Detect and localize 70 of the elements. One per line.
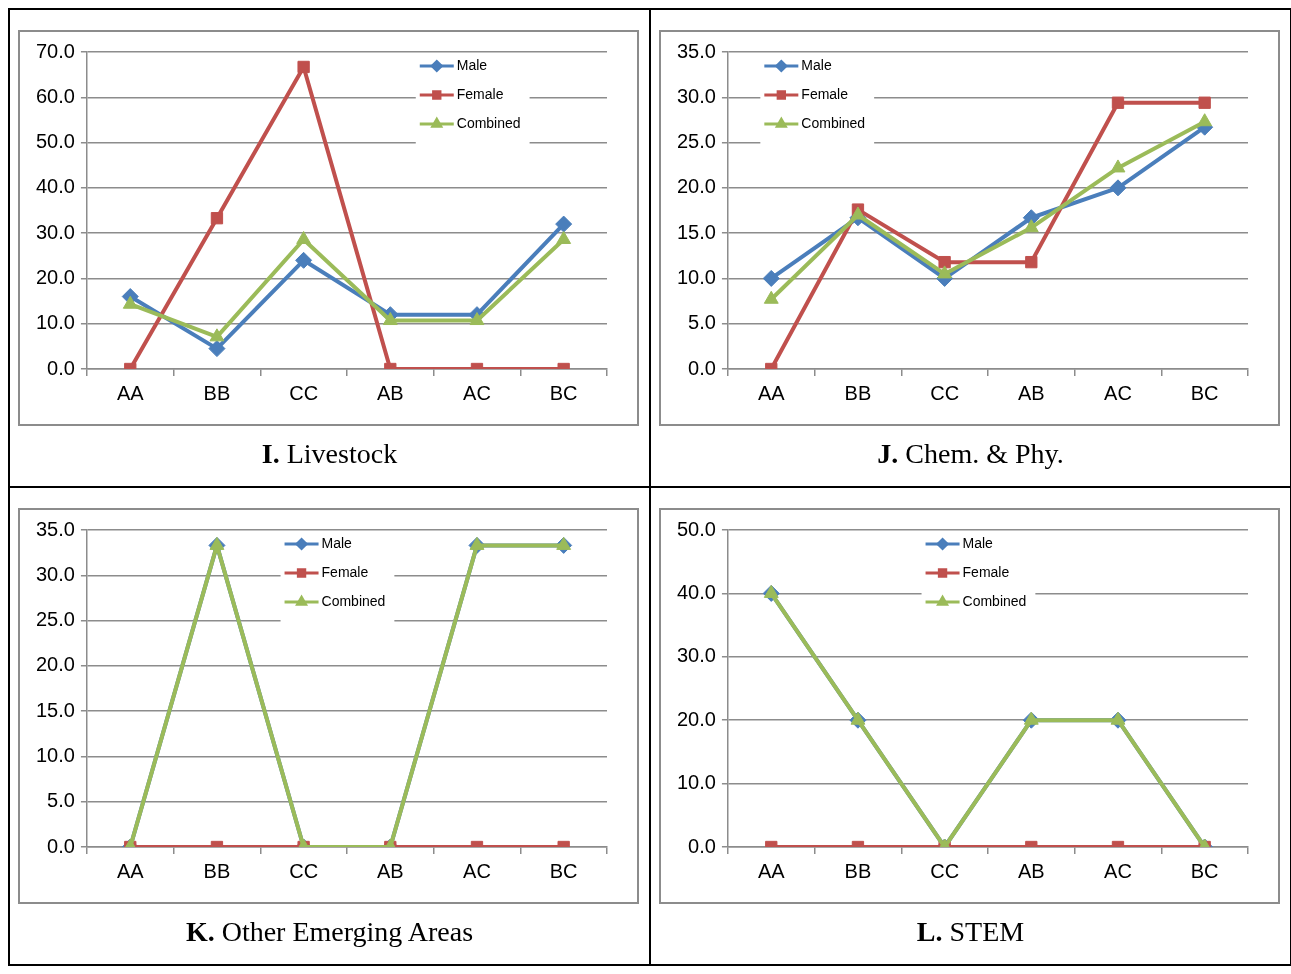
y-tick-label: 25.0	[676, 130, 716, 153]
legend-label: Combined	[962, 592, 1027, 609]
legend-label: Male	[321, 534, 353, 551]
x-tick-label: AA	[116, 859, 145, 882]
y-tick-label: 5.0	[688, 311, 716, 334]
legend-label: Female	[801, 85, 849, 102]
y-tick-label: 30.0	[676, 644, 716, 667]
y-tick-label: 60.0	[35, 84, 75, 107]
y-tick-label: 50.0	[676, 517, 716, 540]
x-tick-label: CC	[289, 381, 319, 404]
text: I. Livestock	[260, 438, 399, 470]
text: J. Chem. & Phy.	[876, 438, 1065, 470]
y-tick-label: 5.0	[47, 789, 75, 812]
x-tick-label: AB	[376, 381, 404, 404]
text: L. STEM	[915, 916, 1026, 948]
x-tick-label: BB	[844, 381, 872, 404]
x-tick-label: CC	[930, 859, 960, 882]
legend-label: Combined	[801, 114, 866, 131]
x-tick-label: AB	[1017, 859, 1045, 882]
legend-label: Male	[962, 534, 994, 551]
y-tick-label: 10.0	[35, 311, 75, 334]
y-tick-label: 50.0	[35, 130, 75, 153]
x-tick-label: AC	[1104, 381, 1132, 404]
legend-label: Female	[962, 563, 1010, 580]
x-tick-label: CC	[930, 381, 960, 404]
x-tick-label: AA	[757, 381, 786, 404]
y-tick-label: 10.0	[676, 265, 716, 288]
y-tick-label: 0.0	[688, 834, 716, 857]
x-tick-label: AC	[1104, 859, 1132, 882]
y-tick-label: 30.0	[35, 220, 75, 243]
legend-label: Male	[456, 56, 488, 73]
x-tick-label: BC	[1190, 859, 1219, 882]
y-tick-label: 35.0	[35, 517, 75, 540]
y-tick-label: 15.0	[676, 220, 716, 243]
y-tick-label: 10.0	[676, 771, 716, 794]
y-tick-label: 40.0	[676, 580, 716, 603]
x-tick-label: BB	[203, 859, 231, 882]
x-tick-label: AB	[376, 859, 404, 882]
y-tick-label: 30.0	[676, 84, 716, 107]
y-tick-label: 15.0	[35, 698, 75, 721]
y-tick-label: 20.0	[35, 265, 75, 288]
y-tick-label: 25.0	[35, 608, 75, 631]
x-tick-label: BB	[203, 381, 231, 404]
legend-label: Combined	[321, 592, 386, 609]
y-tick-label: 0.0	[47, 834, 75, 857]
y-tick-label: 10.0	[35, 743, 75, 766]
x-tick-label: AA	[116, 381, 145, 404]
x-tick-label: BB	[844, 859, 872, 882]
y-tick-label: 70.0	[35, 39, 75, 62]
y-tick-label: 0.0	[688, 356, 716, 379]
x-tick-label: AC	[463, 381, 491, 404]
x-tick-label: BC	[549, 859, 578, 882]
y-tick-label: 20.0	[35, 653, 75, 676]
x-tick-label: BC	[549, 381, 578, 404]
x-tick-label: CC	[289, 859, 319, 882]
legend-label: Combined	[456, 114, 521, 131]
y-tick-label: 35.0	[676, 39, 716, 62]
x-tick-label: AC	[463, 859, 491, 882]
y-tick-label: 0.0	[47, 356, 75, 379]
x-tick-label: AA	[757, 859, 786, 882]
y-tick-label: 20.0	[676, 175, 716, 198]
text: K. Other Emerging Areas	[184, 916, 475, 948]
y-tick-label: 30.0	[35, 562, 75, 585]
legend-label: Female	[456, 85, 504, 102]
y-tick-label: 20.0	[676, 707, 716, 730]
x-tick-label: BC	[1190, 381, 1219, 404]
y-tick-label: 40.0	[35, 175, 75, 198]
x-tick-label: AB	[1017, 381, 1045, 404]
legend-label: Female	[321, 563, 369, 580]
legend-label: Male	[801, 56, 832, 73]
